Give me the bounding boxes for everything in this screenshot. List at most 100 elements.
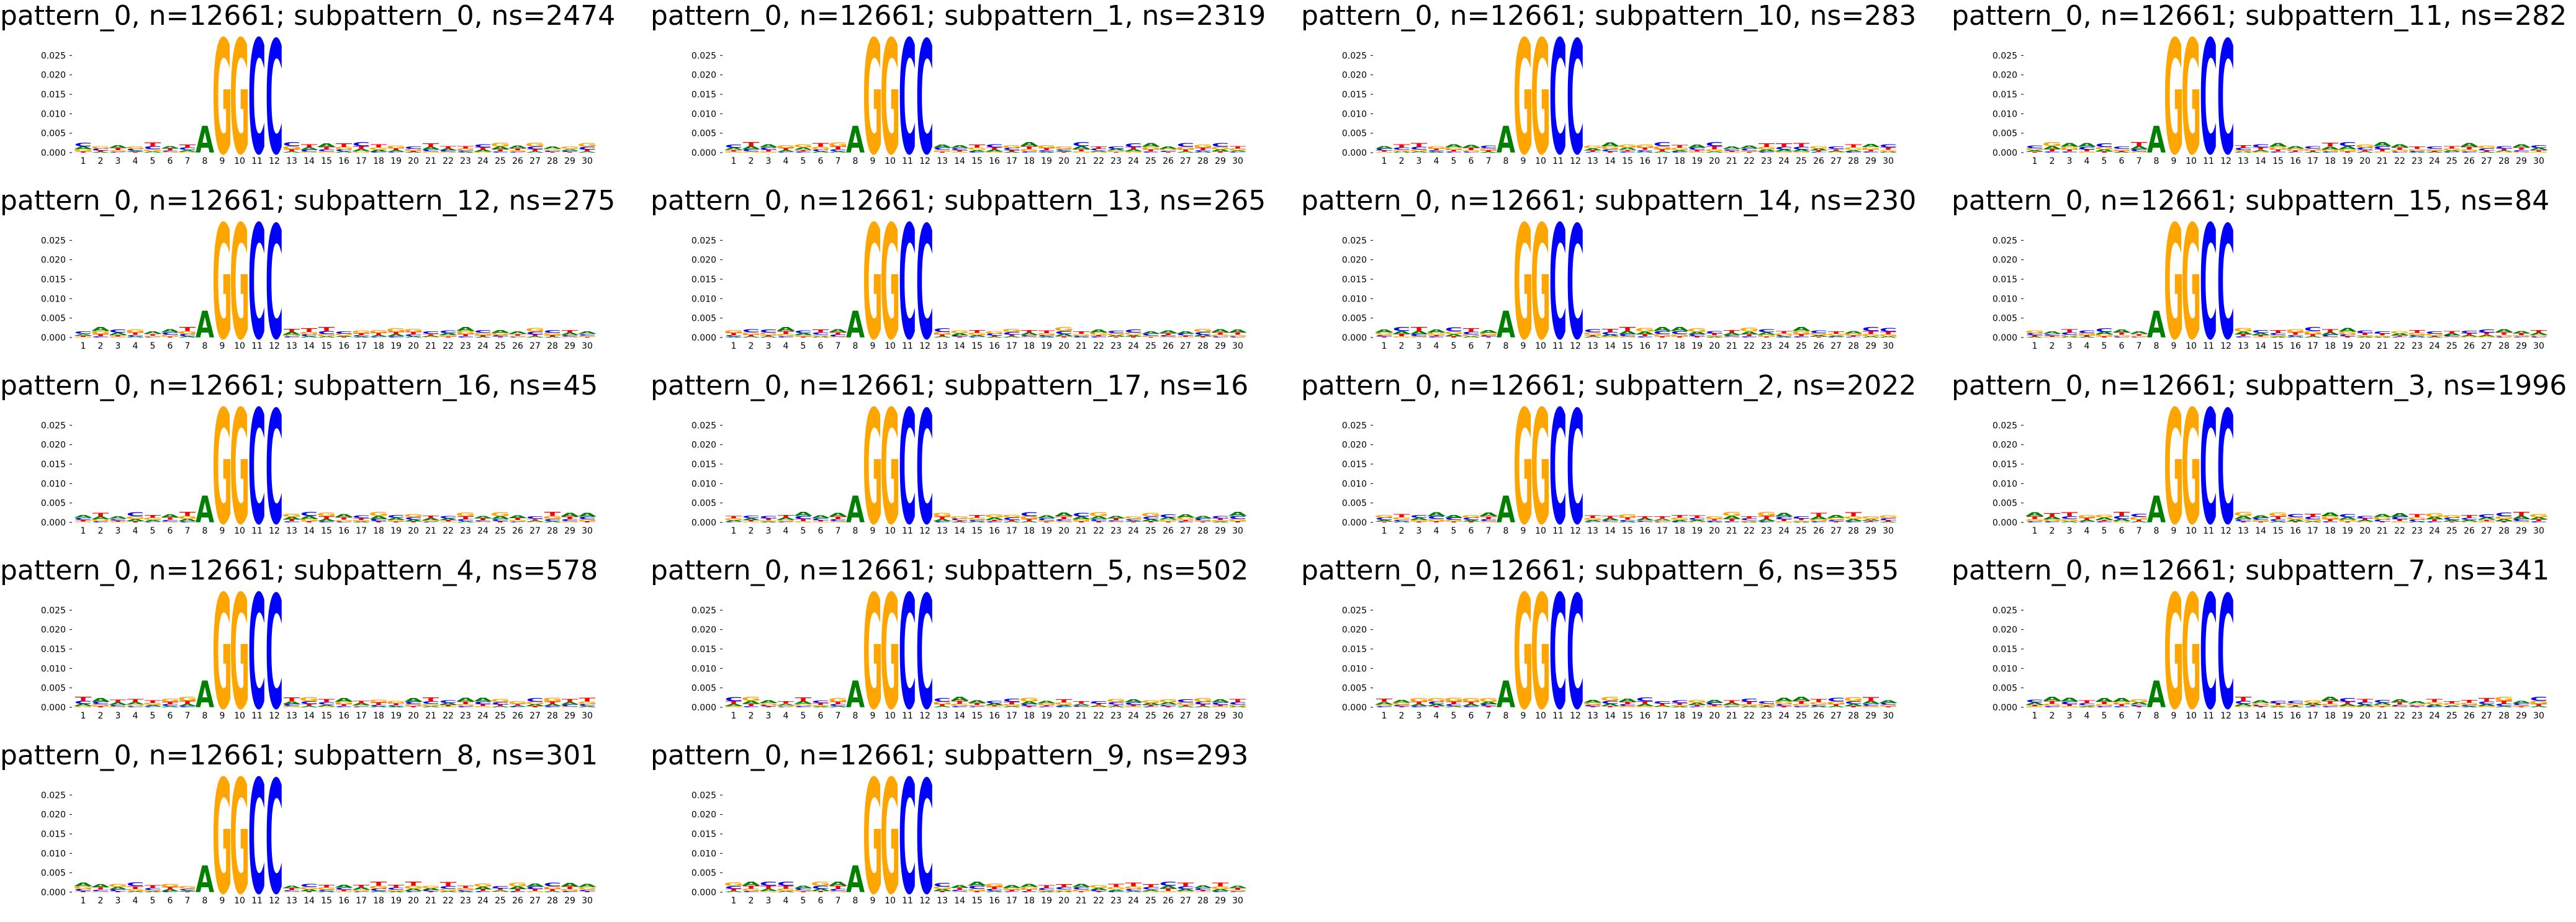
logo-letter-T: T: [986, 705, 1003, 707]
x-tick-label: 28: [1197, 341, 1209, 351]
logo-letter-G: G: [1670, 147, 1690, 151]
x-tick-label: 1: [731, 711, 737, 721]
logo-letter-A: A: [759, 888, 778, 892]
logo-letter-C: C: [2408, 150, 2426, 152]
logo-letter-C: C: [1410, 706, 1428, 708]
logo-letter-T: T: [2079, 517, 2096, 521]
logo-letter-C: C: [1003, 517, 1021, 521]
logo-letter-C: C: [1142, 706, 1160, 707]
logo-letter-G: G: [282, 145, 302, 150]
logo-letter-A: A: [2425, 704, 2444, 707]
logo-letter-C: C: [986, 700, 1004, 704]
logo-letter-G: G: [2112, 334, 2132, 337]
logo-letter-C: C: [92, 889, 110, 892]
x-tick-label: 15: [1622, 341, 1633, 351]
logo-letter-A: A: [578, 512, 597, 517]
logo-letter-G: G: [1158, 336, 1178, 338]
x-tick-label: 21: [1726, 341, 1737, 351]
logo-letter-A: A: [1705, 336, 1724, 338]
logo-letter-C: C: [1810, 151, 1828, 153]
logo-letter-A: A: [543, 146, 562, 150]
x-tick-label: 11: [902, 896, 913, 906]
x-tick-label: 17: [2307, 341, 2318, 351]
x-tick-label: 24: [1128, 341, 1139, 351]
logo-letter-G: G: [1461, 334, 1481, 337]
logo-letter-G: G: [2355, 144, 2375, 149]
logo-letter-A: A: [950, 884, 970, 888]
logo-letter-G: G: [984, 331, 1004, 334]
logo-letter-C: C: [266, 749, 284, 922]
x-tick-label: 3: [2067, 526, 2073, 536]
y-tick-label: 0.000: [41, 518, 66, 528]
x-tick-label: 4: [2084, 156, 2090, 166]
x-tick-label: 23: [1110, 156, 1122, 166]
logo-letter-C: C: [74, 517, 92, 521]
logo-letter-G: G: [1002, 328, 1022, 333]
x-tick-label: 1: [731, 156, 737, 166]
y-tick-label: 0.015: [691, 90, 716, 100]
logo-letter-A: A: [1462, 519, 1481, 522]
x-tick-label: 7: [2137, 711, 2142, 721]
logo-letter-G: G: [863, 562, 883, 745]
logo-letter-A: A: [1740, 706, 1759, 708]
logo-letter-C: C: [725, 696, 743, 702]
logo-chart: 0.0000.0050.0100.0150.0200.025GTAC1CTGA2…: [41, 192, 597, 375]
x-tick-label: 21: [1076, 156, 1087, 166]
x-tick-label: 11: [902, 711, 913, 721]
logo-letter-C: C: [1177, 521, 1195, 523]
x-tick-label: 14: [304, 526, 315, 536]
logo-letter-T: T: [1394, 706, 1410, 707]
logo-letter-C: C: [1212, 142, 1230, 148]
logo-letter-G: G: [1774, 151, 1794, 153]
x-tick-label: 3: [2067, 711, 2073, 721]
logo-letter-G: G: [2372, 151, 2392, 153]
logo-letter-G: G: [560, 146, 580, 150]
logo-letter-C: C: [2269, 519, 2287, 522]
x-tick-label: 28: [1197, 896, 1209, 906]
logo-letter-C: C: [2217, 564, 2235, 745]
x-tick-label: 30: [1232, 711, 1243, 721]
logo-letter-G: G: [1809, 702, 1829, 705]
logo-letter-C: C: [1584, 328, 1602, 333]
x-tick-label: 25: [1796, 156, 1807, 166]
logo-letter-A: A: [300, 888, 319, 892]
logo-letter-A: A: [1228, 511, 1247, 517]
logo-letter-C: C: [2130, 148, 2148, 152]
logo-letter-A: A: [2495, 150, 2514, 152]
logo-letter-A: A: [1601, 703, 1620, 707]
logo-letter-A: A: [1427, 704, 1446, 707]
logo-letter-T: T: [2305, 512, 2322, 518]
logo-chart: 0.0000.0050.0100.0150.0200.025TCGA1GCTA2…: [41, 746, 597, 922]
x-tick-label: 5: [1451, 341, 1457, 351]
logo-letter-A: A: [2286, 336, 2305, 338]
logo-letter-G: G: [2129, 698, 2149, 703]
y-tick-label: 0.000: [691, 703, 716, 713]
logo-letter-C: C: [1376, 517, 1394, 521]
logo-letter-G: G: [1531, 192, 1551, 375]
x-tick-label: 14: [304, 896, 315, 906]
logo-letter-A: A: [2356, 151, 2375, 153]
logo-letter-C: C: [812, 700, 830, 704]
logo-letter-A: A: [724, 147, 744, 151]
logo-letter-C: C: [2461, 151, 2479, 153]
logo-letter-C: C: [1393, 704, 1411, 707]
x-tick-label: 25: [495, 156, 506, 166]
logo-letter-C: C: [2513, 518, 2531, 522]
logo-letter-A: A: [404, 697, 423, 703]
x-tick-label: 12: [919, 156, 930, 166]
logo-letter-A: A: [404, 888, 423, 892]
x-tick-label: 18: [373, 711, 384, 721]
logo-letter-T: T: [830, 145, 847, 150]
logo-letter-T: T: [2305, 150, 2322, 153]
logo-letter-G: G: [811, 705, 831, 707]
x-tick-label: 12: [2220, 156, 2231, 166]
logo-letter-T: T: [2409, 329, 2426, 334]
logo-letter-G: G: [741, 888, 761, 892]
y-tick-label: 0.010: [691, 664, 716, 674]
logo-letter-T: T: [813, 890, 829, 893]
logo-letter-T: T: [2322, 519, 2339, 522]
logo-letter-A: A: [2338, 327, 2357, 333]
x-tick-label: 27: [1831, 341, 1842, 351]
x-tick-label: 14: [954, 156, 965, 166]
x-tick-label: 25: [1796, 341, 1807, 351]
